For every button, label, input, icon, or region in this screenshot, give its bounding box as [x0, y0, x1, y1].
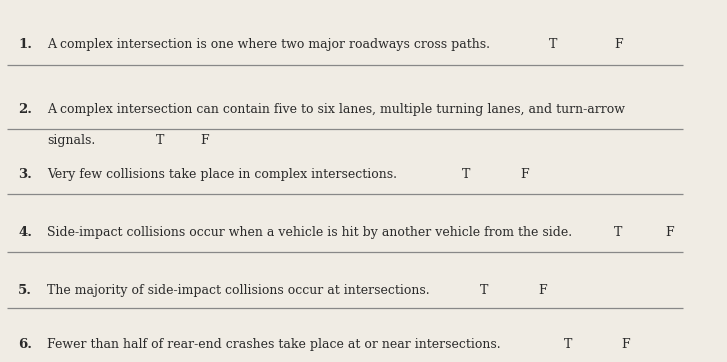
Text: 2.: 2. [18, 103, 32, 116]
Text: 6.: 6. [18, 338, 32, 352]
Text: 4.: 4. [18, 226, 32, 239]
Text: 5.: 5. [18, 284, 32, 297]
Text: A complex intersection can contain five to six lanes, multiple turning lanes, an: A complex intersection can contain five … [47, 103, 625, 116]
Text: T: T [563, 338, 572, 352]
Text: T: T [480, 284, 489, 297]
Text: Fewer than half of rear-end crashes take place at or near intersections.: Fewer than half of rear-end crashes take… [47, 338, 501, 352]
Text: The majority of side-impact collisions occur at intersections.: The majority of side-impact collisions o… [47, 284, 430, 297]
Text: T: T [156, 134, 165, 147]
Text: F: F [622, 338, 630, 352]
Text: T: T [614, 226, 623, 239]
Text: F: F [538, 284, 547, 297]
Text: 3.: 3. [18, 168, 32, 181]
Text: F: F [520, 168, 529, 181]
Text: 1.: 1. [18, 38, 32, 51]
Text: T: T [462, 168, 470, 181]
Text: Very few collisions take place in complex intersections.: Very few collisions take place in comple… [47, 168, 397, 181]
Text: A complex intersection is one where two major roadways cross paths.: A complex intersection is one where two … [47, 38, 490, 51]
Text: Side-impact collisions occur when a vehicle is hit by another vehicle from the s: Side-impact collisions occur when a vehi… [47, 226, 572, 239]
Text: F: F [614, 38, 623, 51]
Text: F: F [200, 134, 209, 147]
Text: F: F [665, 226, 674, 239]
Text: signals.: signals. [47, 134, 95, 147]
Text: T: T [549, 38, 558, 51]
